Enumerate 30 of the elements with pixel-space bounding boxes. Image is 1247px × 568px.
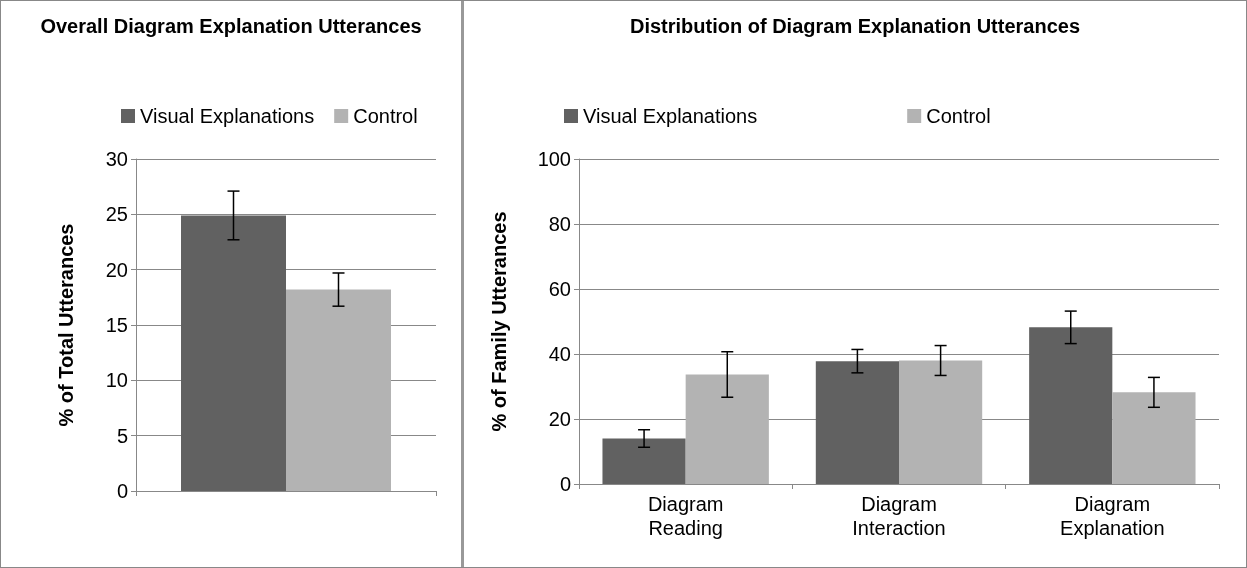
y-axis-title: % of Total Utterances	[55, 223, 77, 427]
bar	[602, 438, 686, 484]
legend-label: Visual Explanations	[583, 105, 758, 127]
y-tick-label: 20	[105, 258, 128, 281]
y-tick-label: 5	[116, 424, 128, 447]
y-tick-label: 80	[548, 213, 571, 235]
chart-title: Distribution of Diagram Explanation Utterances	[629, 15, 1081, 37]
y-tick-label: 20	[548, 408, 571, 430]
legend-label: Control	[353, 105, 418, 127]
bar	[1029, 327, 1113, 484]
x-tick-label: Diagram Interaction	[852, 493, 946, 539]
bar	[815, 361, 899, 484]
y-tick-label: 30	[105, 148, 128, 170]
y-tick-label: 40	[548, 343, 571, 365]
bar	[685, 374, 769, 484]
y-axis-title: % of Family Utterances	[488, 211, 510, 432]
y-tick-label: 0	[559, 473, 571, 495]
legend-label: Visual Explanations	[140, 105, 315, 127]
bar	[899, 360, 983, 484]
legend-label: Control	[926, 105, 991, 127]
chart-title: Overall Diagram Explanation Utterances	[40, 15, 422, 37]
y-tick-label: 25	[105, 203, 128, 226]
x-tick-label: Diagram Reading	[647, 493, 724, 539]
x-tick-label: Diagram Explanation	[1060, 493, 1165, 539]
y-tick-label: 10	[105, 369, 128, 392]
y-tick-label: 60	[548, 278, 571, 300]
y-tick-label: 100	[537, 148, 571, 170]
y-tick-label: 0	[116, 480, 128, 502]
y-tick-label: 15	[105, 314, 128, 336]
bar	[1112, 392, 1196, 484]
